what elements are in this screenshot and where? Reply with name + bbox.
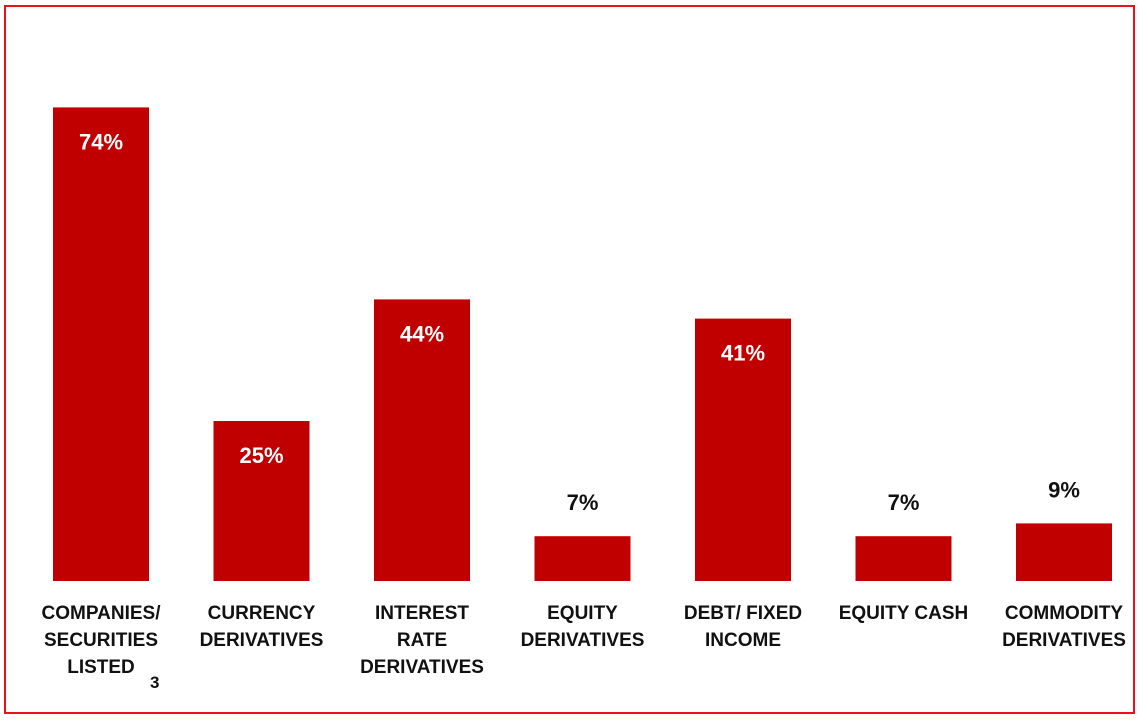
category-label-line: INCOME bbox=[705, 630, 781, 651]
bar-0 bbox=[53, 107, 149, 582]
data-label-0: 74% bbox=[79, 129, 123, 154]
category-label-line: EQUITY bbox=[547, 603, 618, 624]
category-label-3: EQUITY DERIVATIVES bbox=[503, 600, 663, 654]
data-label-2: 44% bbox=[400, 321, 444, 346]
data-label-1: 25% bbox=[239, 443, 283, 468]
category-label-line: LISTED bbox=[67, 657, 135, 678]
category-label-4: DEBT/ FIXED INCOME bbox=[663, 600, 823, 654]
category-label-line: RATE bbox=[396, 630, 448, 651]
category-label-0: COMPANIES/SECURITIES LISTED bbox=[21, 600, 181, 681]
category-label-line: DEBT/ FIXED bbox=[683, 603, 803, 624]
category-label-line: SECURITIES bbox=[43, 630, 159, 651]
category-label-line: DERIVATIVES bbox=[520, 630, 645, 651]
category-label-line: EQUITY CASH bbox=[838, 603, 969, 624]
bar-3 bbox=[534, 536, 631, 581]
bar-5 bbox=[855, 536, 952, 581]
category-label-1: CURRENCY DERIVATIVES bbox=[182, 600, 342, 654]
category-label-line: DERIVATIVES bbox=[199, 630, 324, 651]
bar-1 bbox=[213, 421, 310, 581]
data-label-6: 9% bbox=[1048, 477, 1080, 502]
bar-6 bbox=[1016, 523, 1112, 581]
category-label-2: INTEREST RATE DERIVATIVES bbox=[342, 600, 502, 681]
category-label-line: COMPANIES/ bbox=[41, 603, 161, 624]
category-label-line: COMMODITY bbox=[1004, 603, 1124, 624]
category-label-line: INTEREST bbox=[375, 603, 469, 624]
chart-frame bbox=[4, 5, 1135, 714]
category-label-5: EQUITY CASH bbox=[824, 600, 984, 627]
category-label-line: DERIVATIVES bbox=[360, 657, 484, 678]
category-label-line: DERIVATIVES bbox=[1002, 630, 1126, 651]
category-label-line: CURRENCY bbox=[207, 603, 316, 624]
footnote-marker: 3 bbox=[150, 673, 160, 692]
category-label-6: COMMODITY DERIVATIVES bbox=[984, 600, 1140, 654]
data-label-4: 41% bbox=[721, 341, 765, 366]
bar-4 bbox=[695, 318, 791, 581]
data-label-5: 7% bbox=[888, 490, 920, 515]
bar-2 bbox=[374, 299, 470, 581]
data-label-3: 7% bbox=[567, 490, 599, 515]
